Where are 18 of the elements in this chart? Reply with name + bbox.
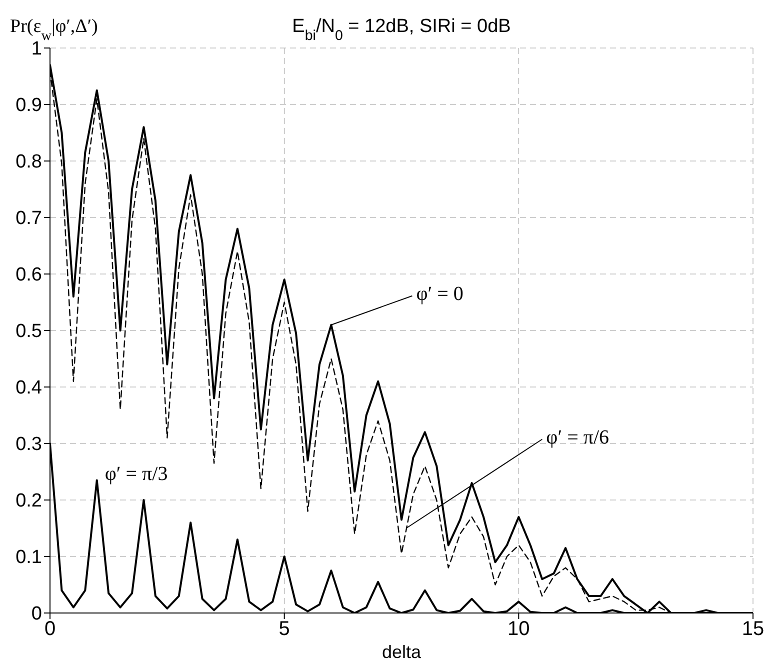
x-tick-label: 10 xyxy=(508,618,530,640)
annotation: φ′ = π/6 xyxy=(546,426,610,448)
y-tick-label: 0.7 xyxy=(16,208,42,230)
y-tick-label: 0.9 xyxy=(16,95,42,116)
y-tick-label: 0 xyxy=(31,604,42,625)
annotation: φ′ = 0 xyxy=(416,282,464,305)
x-tick-label: 5 xyxy=(278,618,290,640)
y-tick-label: 0.2 xyxy=(16,490,42,512)
annotation: φ′ = π/3 xyxy=(104,463,168,486)
chart-title: E$_{bi}$/N$_{0}$ = 12dB, SIRi = 0dB xyxy=(292,16,511,44)
y-tick-label: 0.5 xyxy=(16,321,42,342)
y-tick-label: 0.8 xyxy=(16,152,42,173)
y-tick-label: 0.6 xyxy=(16,264,42,286)
x-axis-title: delta xyxy=(382,642,422,662)
x-tick-label: 15 xyxy=(742,618,764,640)
y-tick-label: 0.1 xyxy=(16,547,42,568)
y-tick-label: 0.3 xyxy=(16,434,42,456)
y-tick-label: 0.4 xyxy=(16,378,42,399)
